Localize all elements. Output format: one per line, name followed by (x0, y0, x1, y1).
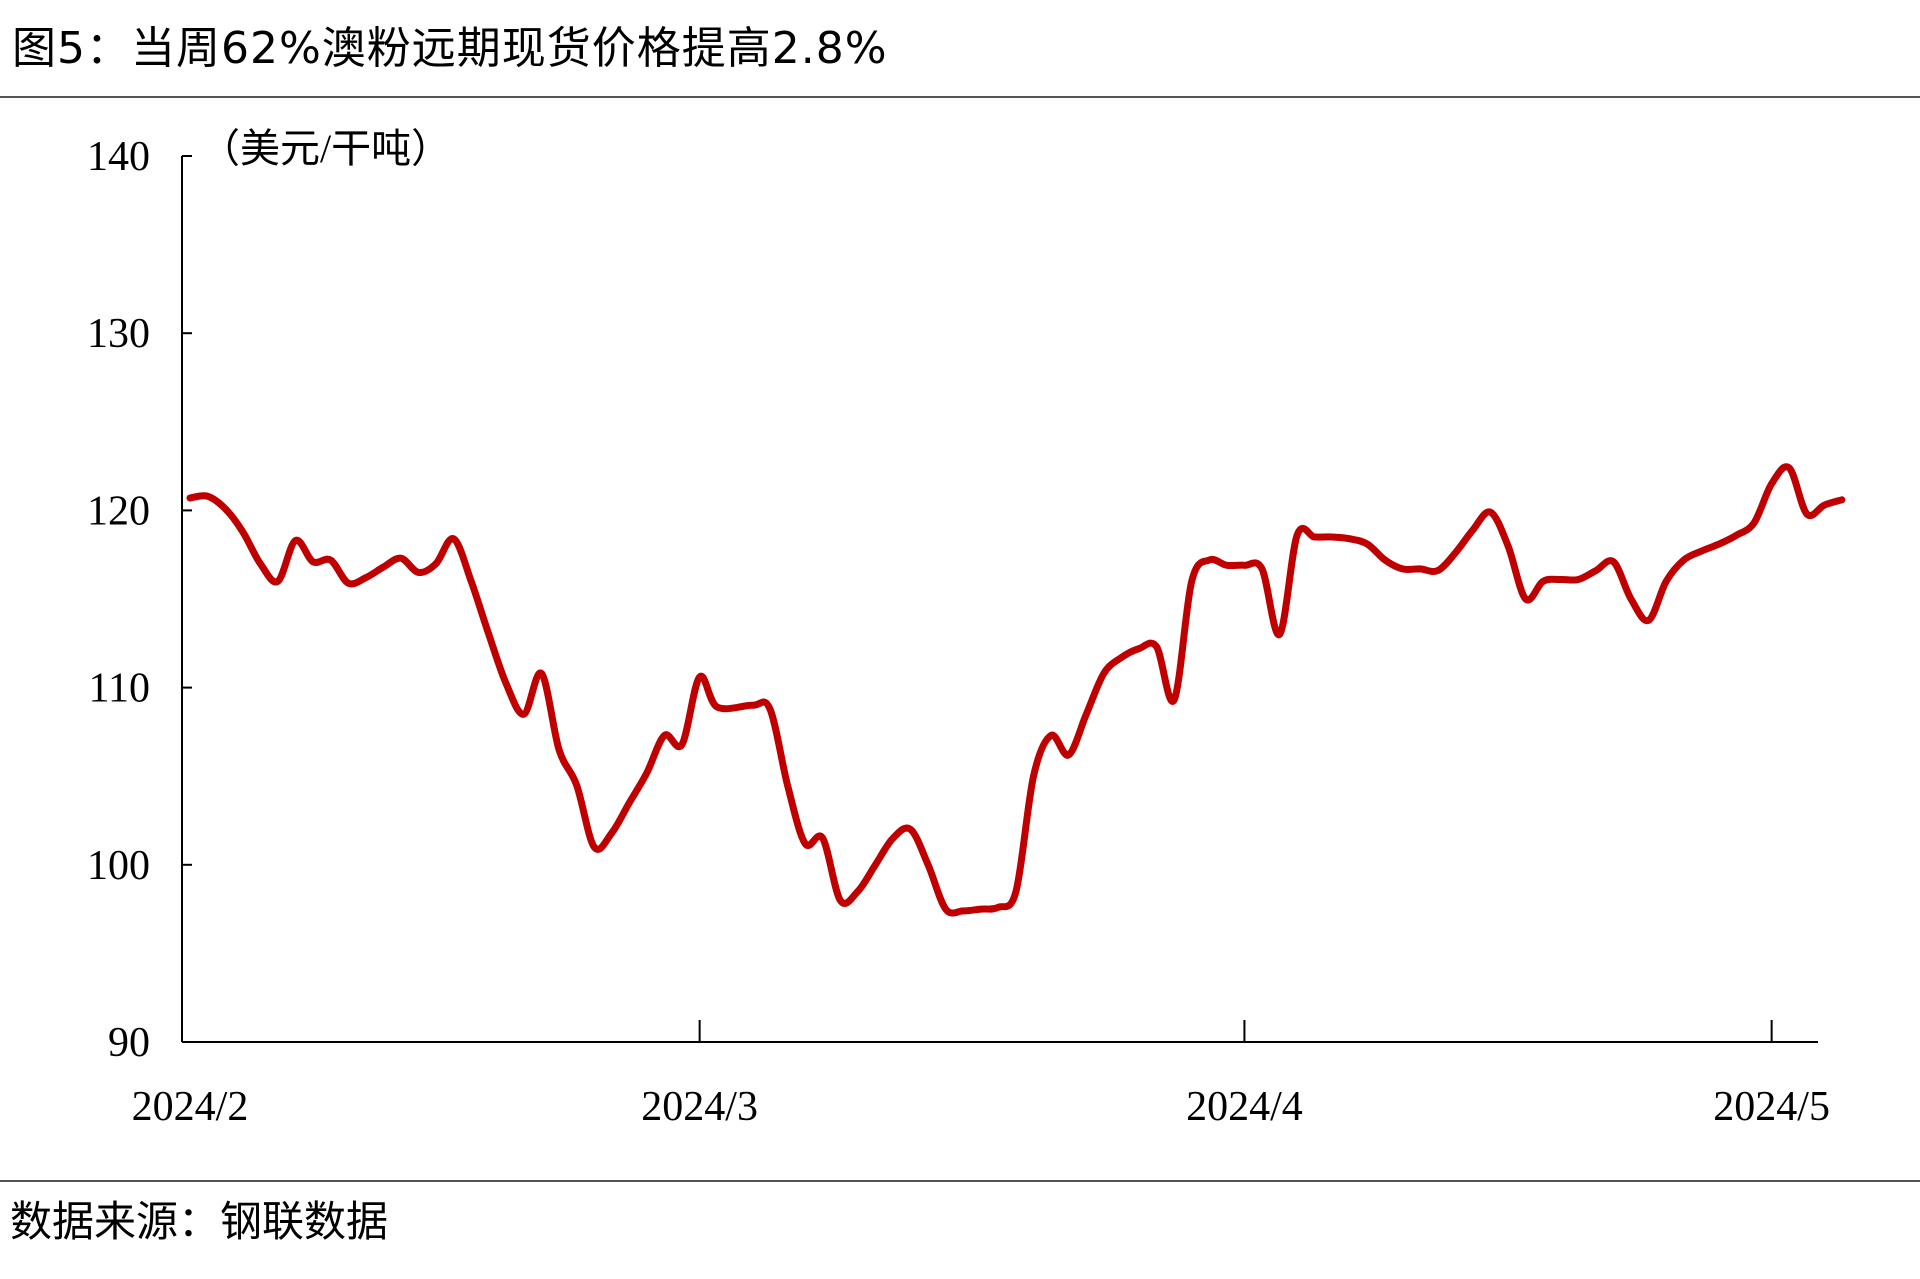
series-layer (186, 463, 1846, 917)
x-axis-tick-labels: 2024/2 2024/3 2024/4 2024/5 (132, 1084, 1830, 1130)
y-tick-label: 90 (108, 1020, 150, 1066)
x-tick-label: 2024/2 (132, 1084, 249, 1130)
series-line-0 (186, 463, 1846, 917)
data-source: 数据来源：钢联数据 (10, 1197, 389, 1246)
y-tick-label: 130 (87, 311, 150, 357)
chart-footer: 数据来源：钢联数据 (0, 1180, 1920, 1279)
x-tick-label: 2024/4 (1186, 1084, 1303, 1130)
x-tick-label: 2024/5 (1713, 1084, 1830, 1130)
y-axis-unit-label: （美元/干吨） (200, 126, 451, 171)
chart-header: 图5：当周62%澳粉远期现货价格提高2.8% (0, 0, 1920, 98)
x-tick-label: 2024/3 (641, 1084, 758, 1130)
y-axis-tick-labels: 90 100 110 120 130 140 (87, 134, 150, 1066)
y-tick-label: 100 (87, 843, 150, 889)
y-tick-label: 120 (87, 488, 150, 534)
chart-title: 图5：当周62%澳粉远期现货价格提高2.8% (12, 23, 888, 74)
y-tick-label: 140 (87, 134, 150, 180)
y-tick-label: 110 (89, 666, 150, 712)
chart-area: 90 100 110 120 130 140 2024/2 2024/3 2024/4 2024… (0, 98, 1920, 1180)
axes (181, 155, 1818, 1043)
